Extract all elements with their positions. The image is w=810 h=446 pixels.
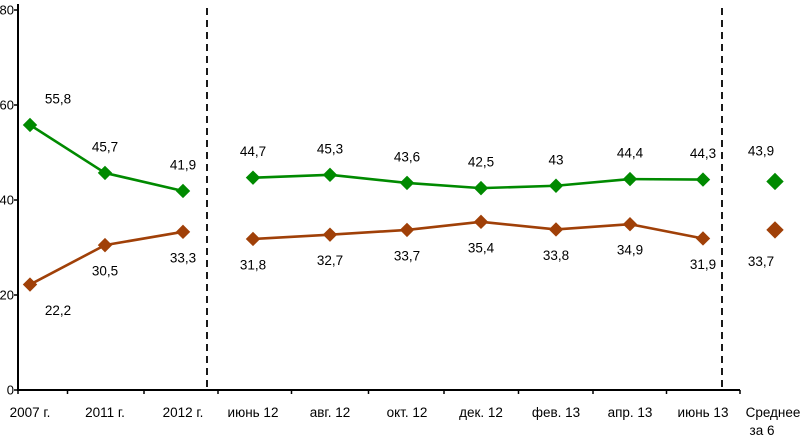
series-brown-marker bbox=[322, 227, 338, 242]
series-brown-marker bbox=[97, 237, 113, 253]
series-green-marker bbox=[548, 178, 564, 193]
series-brown-marker bbox=[622, 217, 638, 232]
series-brown-marker bbox=[548, 222, 564, 237]
series-brown-data-label: 34,9 bbox=[617, 243, 643, 258]
series-green-data-label: 41,9 bbox=[170, 157, 196, 172]
series-green-data-label: 44,7 bbox=[240, 144, 266, 159]
series-brown-data-label: 32,7 bbox=[317, 253, 343, 268]
series-brown-marker bbox=[399, 222, 415, 238]
series-green-marker bbox=[322, 167, 338, 183]
series-green-marker bbox=[175, 183, 191, 199]
x-category-label: июнь 12 bbox=[228, 405, 279, 420]
x-category-label: дек. 12 bbox=[459, 405, 503, 420]
series-green-marker bbox=[695, 172, 711, 187]
summary-category-label: Среднее bbox=[746, 405, 801, 420]
series-brown-summary-marker bbox=[766, 221, 784, 239]
x-category-label: апр. 13 bbox=[608, 405, 653, 420]
y-tick-label: 0 bbox=[7, 383, 14, 398]
series-brown-data-label: 33,8 bbox=[543, 248, 569, 263]
series-brown-data-label: 31,8 bbox=[240, 257, 266, 272]
series-brown-marker bbox=[175, 224, 191, 240]
series-green-summary-data-label: 43,9 bbox=[748, 143, 774, 158]
series-green-marker bbox=[245, 170, 261, 185]
x-category-label: авг. 12 bbox=[310, 405, 350, 420]
series-green-summary-marker bbox=[766, 172, 784, 191]
x-category-label: 2007 г. bbox=[10, 405, 51, 420]
series-green-data-label: 44,3 bbox=[690, 146, 716, 161]
series-brown-data-label: 22,2 bbox=[45, 303, 71, 318]
x-category-label: 2011 г. bbox=[85, 405, 125, 420]
y-tick-label: 40 bbox=[0, 193, 14, 208]
series-brown-data-label: 30,5 bbox=[92, 264, 118, 279]
x-category-label: 2012 г. bbox=[163, 405, 204, 420]
x-category-label: окт. 12 bbox=[387, 405, 428, 420]
series-green-marker bbox=[22, 117, 38, 133]
series-green-marker bbox=[473, 180, 489, 196]
series-brown-data-label: 35,4 bbox=[468, 240, 495, 255]
series-green-data-label: 43 bbox=[548, 152, 563, 167]
y-tick-label: 20 bbox=[0, 288, 14, 303]
series-green-marker bbox=[622, 171, 638, 187]
series-brown-marker bbox=[245, 231, 261, 247]
y-tick-label: 80 bbox=[0, 3, 14, 18]
series-brown-data-label: 31,9 bbox=[690, 257, 716, 272]
series-green-data-label: 42,5 bbox=[468, 155, 494, 170]
series-brown-marker bbox=[695, 231, 711, 246]
series-brown-data-label: 33,7 bbox=[394, 248, 420, 263]
series-green-marker bbox=[399, 175, 415, 191]
series-brown-marker bbox=[22, 277, 38, 292]
series-green-data-label: 45,3 bbox=[317, 141, 343, 156]
series-brown-data-label: 33,3 bbox=[170, 250, 196, 265]
series-green-data-label: 43,6 bbox=[394, 149, 420, 164]
series-green-marker bbox=[97, 165, 113, 181]
x-category-label: июнь 13 bbox=[678, 405, 729, 420]
x-category-label: фев. 13 bbox=[532, 405, 580, 420]
series-green-data-label: 44,4 bbox=[617, 146, 644, 161]
series-green-line bbox=[28, 123, 185, 193]
series-brown-marker bbox=[473, 214, 489, 230]
series-green-data-label: 55,8 bbox=[45, 91, 71, 106]
series-brown-summary-data-label: 33,7 bbox=[748, 254, 774, 269]
y-tick-label: 60 bbox=[0, 98, 14, 113]
summary-category-label: за 6 bbox=[750, 423, 775, 438]
series-green-data-label: 45,7 bbox=[92, 139, 118, 154]
